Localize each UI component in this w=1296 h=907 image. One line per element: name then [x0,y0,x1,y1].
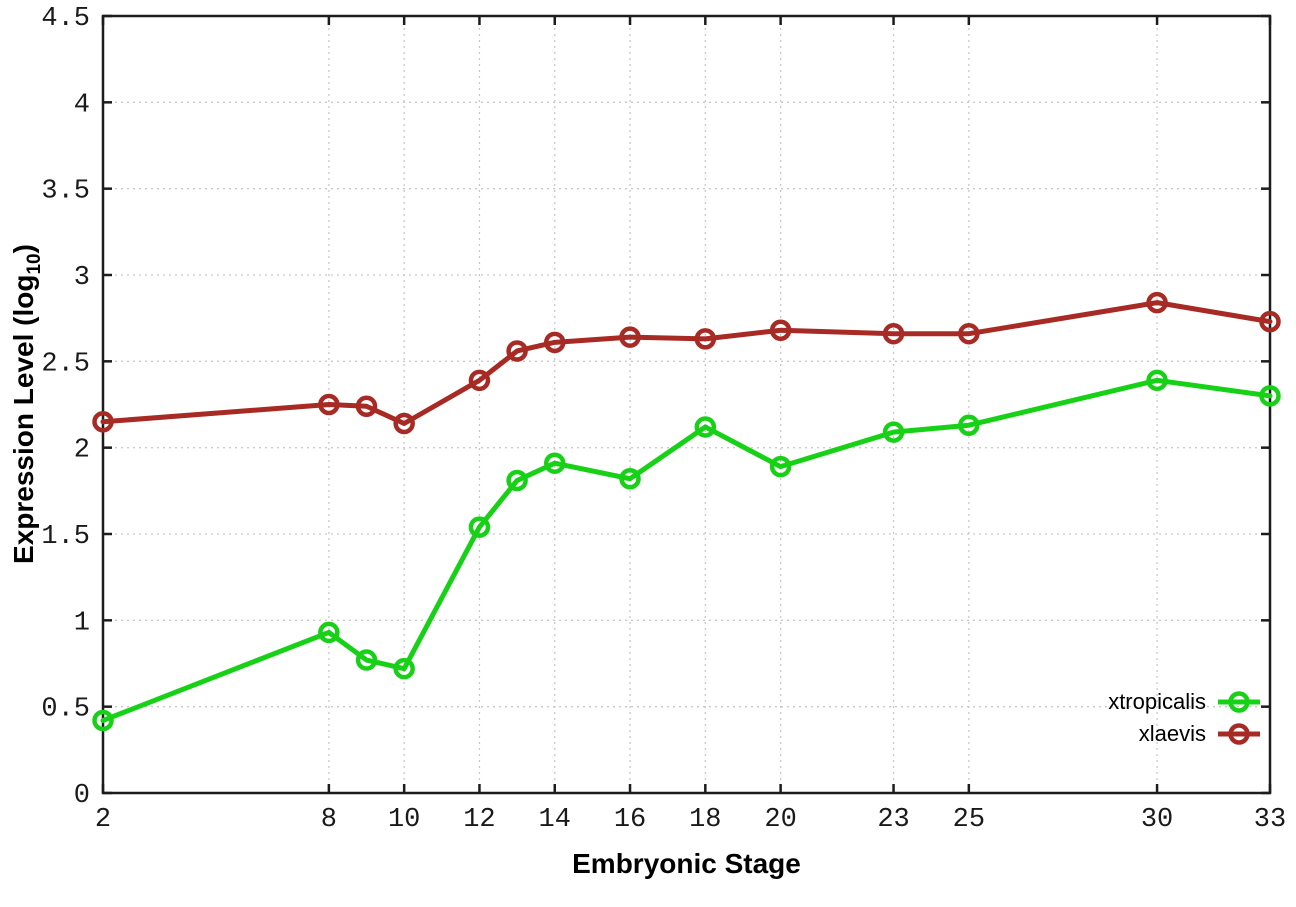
y-tick-label: 2 [74,436,90,466]
legend-marker-xlaevis [1218,723,1260,745]
data-point-xtropicalis [694,416,717,438]
legend-item-xtropicalis: xtropicalis [1108,688,1262,716]
plot-border [101,14,1272,795]
series-line-xlaevis [100,300,1273,426]
data-point-xtropicalis [468,516,491,538]
data-point-xtropicalis [355,649,378,671]
data-point-xtropicalis [92,709,114,732]
y-axis-title: Expression Level (log10) [8,244,46,564]
data-point-xlaevis [958,322,980,345]
y-tick-label: 3 [74,263,90,293]
data-point-xlaevis [619,326,641,348]
data-point-xlaevis [694,328,717,350]
x-tick-label: 33 [1254,805,1286,835]
y-tick-label: 3.5 [41,177,90,207]
data-point-xlaevis [506,340,528,362]
data-point-xtropicalis [506,469,528,492]
data-point-xlaevis [1146,291,1168,314]
legend-label-xlaevis: xlaevis [1138,721,1206,746]
x-tick-label: 18 [689,805,721,835]
y-tick-label: 2.5 [41,349,90,379]
data-point-xtropicalis [1146,369,1168,392]
x-axis-title: Embryonic Stage [572,848,801,879]
x-tick-label: 23 [877,805,909,835]
data-point-xlaevis [1259,310,1281,333]
x-tick-label: 25 [953,805,985,835]
y-axis-title-prefix: Expression Level (log [8,274,40,564]
y-tick-label: 1.5 [41,522,90,552]
y-tick-label: 0 [74,781,90,811]
data-point-xtropicalis [543,452,566,474]
data-point-xlaevis [92,411,114,433]
x-tick-label: 2 [95,805,111,835]
x-tick-label: 30 [1141,805,1173,835]
data-point-xlaevis [393,412,415,435]
data-point-xtropicalis [393,657,415,680]
y-tick-label: 4 [74,90,90,120]
series-line-xtropicalis [100,377,1273,723]
y-axis-title-subscript: 10 [23,253,45,275]
x-tick-label: 14 [539,805,571,835]
data-point-xlaevis [355,395,378,417]
data-point-xlaevis [882,322,905,345]
data-point-xtropicalis [882,421,905,443]
legend-item-xlaevis: xlaevis [1139,720,1262,748]
legend-label-xtropicalis: xtropicalis [1108,689,1206,714]
x-tick-label: 10 [388,805,420,835]
y-tick-label: 1 [74,608,90,638]
x-tick-label: 20 [764,805,796,835]
y-axis-title-suffix: ) [8,244,40,254]
data-point-xlaevis [543,331,566,354]
data-point-xtropicalis [958,414,980,436]
x-tick-label: 8 [321,805,337,835]
data-point-xtropicalis [318,621,340,644]
data-point-xtropicalis [769,455,792,478]
y-tick-label: 4.5 [41,4,90,34]
data-point-xtropicalis [619,467,641,490]
data-point-xtropicalis [1259,385,1281,407]
y-tick-label: 0.5 [41,695,90,725]
data-point-xlaevis [468,369,491,392]
data-point-xlaevis [769,319,792,342]
legend: xtropicalis xlaevis [1108,688,1262,748]
legend-marker-xtropicalis [1218,691,1260,713]
x-tick-label: 12 [463,805,495,835]
x-tick-label: 16 [614,805,646,835]
data-point-xlaevis [318,393,340,416]
